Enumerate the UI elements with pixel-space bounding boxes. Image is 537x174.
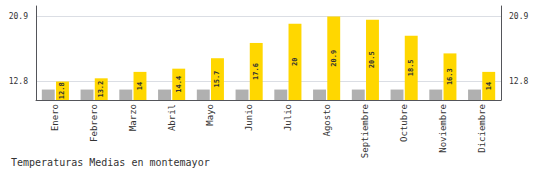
svg-text:Mayo: Mayo: [205, 104, 215, 126]
svg-text:Diciembre: Diciembre: [477, 104, 487, 153]
svg-text:14: 14: [485, 82, 493, 90]
svg-text:20.9: 20.9: [9, 12, 28, 21]
svg-text:12.8: 12.8: [509, 77, 528, 86]
svg-text:Junio: Junio: [244, 104, 254, 131]
svg-text:Julio: Julio: [283, 104, 293, 131]
svg-text:15.7: 15.7: [213, 71, 221, 88]
svg-text:Marzo: Marzo: [128, 104, 138, 131]
svg-text:16.3: 16.3: [446, 68, 454, 85]
svg-text:Noviembre: Noviembre: [438, 104, 448, 153]
svg-text:Septiembre: Septiembre: [360, 104, 370, 158]
svg-text:14.4: 14.4: [175, 76, 183, 93]
svg-text:Octubre: Octubre: [399, 104, 409, 142]
svg-text:17.6: 17.6: [252, 63, 260, 80]
svg-text:20.5: 20.5: [368, 51, 376, 68]
svg-text:12.8: 12.8: [9, 77, 28, 86]
svg-text:Agosto: Agosto: [322, 104, 332, 137]
svg-text:20.9: 20.9: [330, 50, 338, 67]
svg-text:Enero: Enero: [50, 104, 60, 131]
svg-text:20.9: 20.9: [509, 12, 528, 21]
svg-text:18.5: 18.5: [407, 59, 415, 76]
svg-text:12.8: 12.8: [58, 82, 66, 99]
svg-text:Temperaturas Medias en montema: Temperaturas Medias en montemayor: [11, 157, 210, 168]
svg-text:14: 14: [136, 82, 144, 90]
svg-text:Febrero: Febrero: [89, 104, 99, 142]
svg-text:Abril: Abril: [167, 104, 177, 131]
svg-text:20: 20: [291, 58, 299, 66]
svg-text:13.2: 13.2: [97, 81, 105, 98]
